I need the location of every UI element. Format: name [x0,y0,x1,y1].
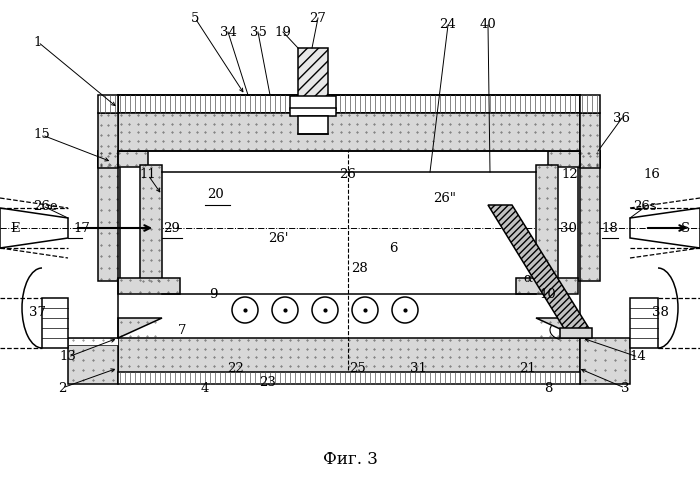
Text: 23: 23 [260,376,276,388]
Text: 12: 12 [561,169,578,181]
Text: 5: 5 [191,11,200,25]
Text: 27: 27 [309,11,326,25]
Bar [118,338,580,376]
Text: 35: 35 [250,26,267,38]
Text: 11: 11 [139,169,156,181]
Polygon shape [630,298,658,348]
Bar [140,165,162,283]
Text: 20: 20 [206,188,223,202]
Text: 14: 14 [629,351,646,363]
Bar [298,48,328,98]
Text: 4: 4 [201,382,209,394]
Text: 8: 8 [544,382,552,394]
Text: 16: 16 [643,169,660,181]
Text: 30: 30 [559,221,576,235]
Text: 22: 22 [227,361,244,375]
Bar [118,278,180,294]
Text: 2: 2 [58,382,66,394]
Text: 26: 26 [340,169,356,181]
Text: E: E [10,221,20,235]
Text: 19: 19 [274,26,291,38]
Bar [118,113,580,151]
Text: 18: 18 [601,221,618,235]
Bar [536,165,558,283]
Bar [118,372,580,384]
Bar [578,151,600,281]
Bar [548,151,600,167]
Polygon shape [0,208,68,248]
Text: 29: 29 [164,221,181,235]
Text: 15: 15 [34,129,50,141]
Text: 6: 6 [389,242,398,254]
Text: 26': 26' [267,232,288,245]
Text: 36: 36 [613,111,631,125]
Bar [290,96,336,110]
Text: 13: 13 [60,351,76,363]
Bar [580,113,600,168]
Text: 17: 17 [74,221,90,235]
Bar [98,95,118,113]
Polygon shape [68,338,118,384]
Polygon shape [630,208,700,248]
Text: α: α [524,272,533,284]
Text: 26s: 26s [634,201,657,213]
Text: 25: 25 [349,361,366,375]
Text: 9: 9 [209,288,217,302]
Bar [290,108,336,116]
Text: 28: 28 [351,261,368,275]
Text: 40: 40 [480,19,496,32]
Bar [560,328,592,338]
Text: 26e: 26e [33,201,57,213]
Text: S: S [680,221,690,235]
Text: 26": 26" [433,191,456,205]
Bar [516,278,578,294]
Text: 24: 24 [440,19,456,32]
Text: 3: 3 [621,382,629,394]
Bar [98,113,118,168]
Text: 38: 38 [652,306,668,318]
Text: 37: 37 [29,306,46,318]
Text: 34: 34 [220,26,237,38]
Text: 31: 31 [410,361,426,375]
Bar [98,151,120,281]
Polygon shape [488,205,590,330]
Polygon shape [536,318,580,338]
Bar [298,116,328,134]
Bar [118,95,580,113]
Text: 7: 7 [178,323,186,337]
Text: Фиг. 3: Фиг. 3 [323,452,377,468]
Polygon shape [580,338,630,384]
Bar [580,95,600,113]
Polygon shape [42,298,68,348]
Bar [98,151,148,167]
Text: 10: 10 [540,288,557,302]
Polygon shape [118,318,162,338]
Text: 1: 1 [34,35,42,48]
Text: 21: 21 [519,361,536,375]
Polygon shape [68,338,118,345]
